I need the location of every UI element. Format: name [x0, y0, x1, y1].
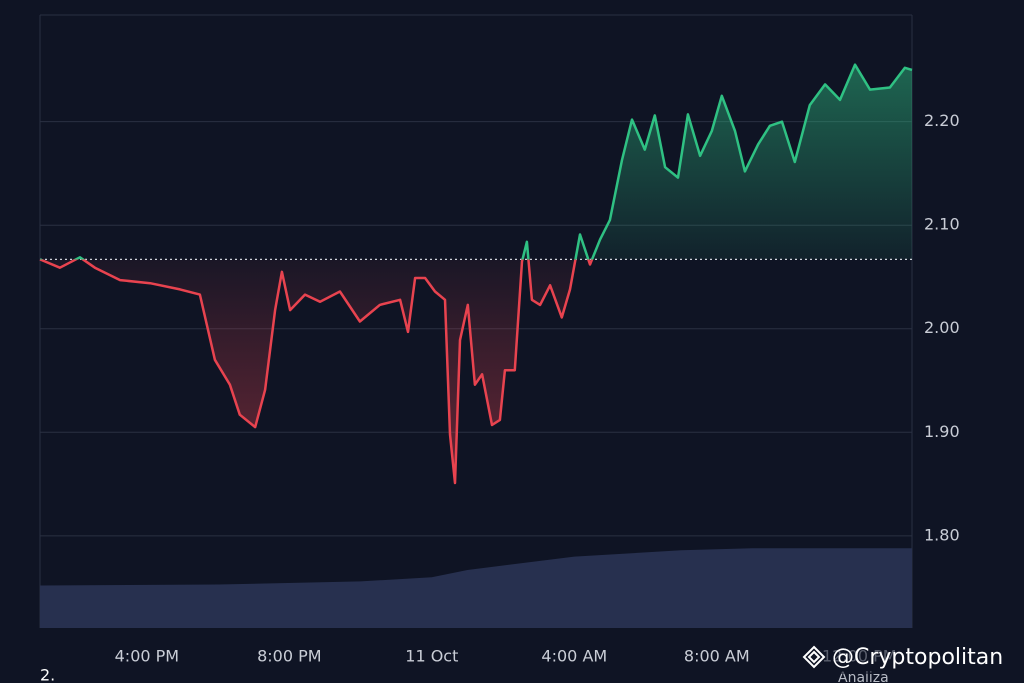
- x-tick-label: 8:00 AM: [684, 647, 750, 666]
- y-tick-label: 2.10: [924, 215, 960, 234]
- y-tick-label: 1.90: [924, 422, 960, 441]
- icon: [802, 645, 826, 669]
- y-tick-label: 2.00: [924, 318, 960, 337]
- x-tick-label: 4:00 AM: [541, 647, 607, 666]
- x-tick-label: 4:00 PM: [115, 647, 179, 666]
- price-line: [39, 63, 913, 485]
- y-tick-label: 1.80: [924, 525, 960, 544]
- watermark-bg: [798, 640, 1020, 674]
- watermark: @Cryptopolitan: [832, 645, 1003, 670]
- annotation: 2.: [40, 666, 55, 683]
- volume-area: [40, 548, 912, 628]
- y-tick-label: 2.20: [924, 111, 960, 130]
- watermark-icon: [802, 645, 826, 669]
- x-tick-label: 11 Oct: [405, 647, 458, 666]
- price-area: [40, 64, 912, 483]
- x-tick-label: 8:00 PM: [257, 647, 321, 666]
